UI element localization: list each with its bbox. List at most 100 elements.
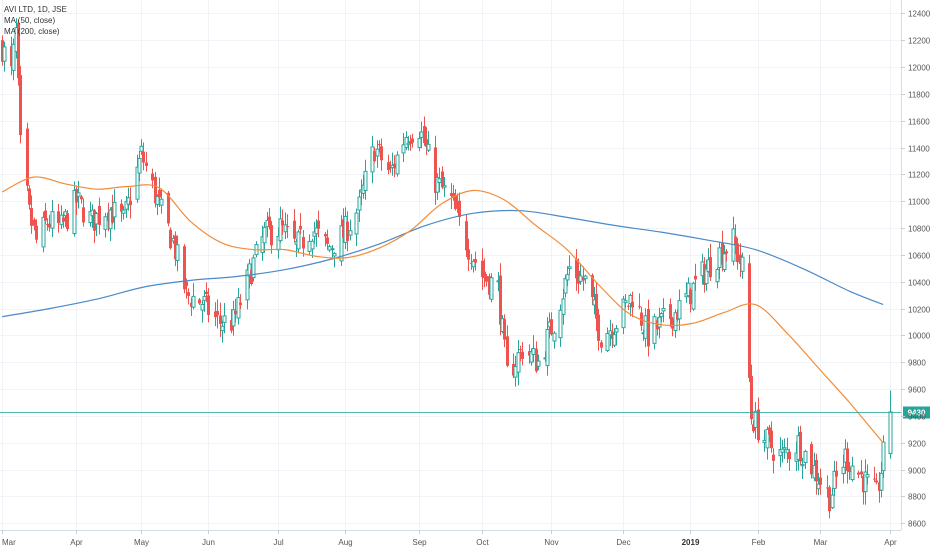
candle-body [772, 454, 775, 461]
candle-body [483, 271, 486, 279]
candle-body [167, 192, 170, 224]
candle-body [799, 431, 802, 462]
candle-body [62, 217, 65, 222]
candle-body [753, 410, 758, 428]
candle-body [158, 189, 161, 198]
candle-body [659, 313, 664, 318]
y-tick-label: 12000 [908, 64, 931, 73]
candle-body [299, 225, 302, 230]
x-tick-label: 2019 [682, 538, 700, 547]
x-tick-label: Sep [412, 538, 427, 547]
candle-body [552, 332, 557, 342]
candle-body [19, 75, 22, 136]
candle-body [200, 303, 205, 311]
candle-body [324, 234, 327, 237]
candle-body [535, 348, 538, 372]
candle-body [202, 296, 207, 301]
candle-body [423, 126, 426, 144]
candle-body [326, 237, 329, 244]
candles [1, 18, 893, 519]
candle-body [782, 447, 787, 450]
x-tick-label: Jul [273, 538, 283, 547]
y-tick-label: 12200 [908, 37, 931, 46]
y-tick-label: 9600 [908, 386, 926, 395]
y-tick-label: 10600 [908, 252, 931, 261]
candle-body [145, 162, 148, 166]
candle-body [583, 275, 588, 280]
candle-body [441, 171, 444, 188]
candle-body [819, 477, 822, 485]
candle-body [725, 251, 728, 254]
candle-body [452, 193, 455, 197]
candle-body [378, 144, 381, 146]
candle-body [627, 305, 630, 307]
candle-body [850, 465, 855, 481]
candle-body [80, 196, 83, 200]
candle-body [848, 467, 851, 473]
candle-body [409, 141, 412, 145]
candle-body [770, 430, 773, 449]
candle-body [33, 219, 36, 226]
candle-body [236, 297, 241, 319]
candle-body [332, 253, 337, 257]
candle-body [614, 328, 619, 333]
candle-body [94, 213, 99, 225]
candle-body [757, 409, 760, 441]
y-tick-label: 11000 [908, 198, 930, 207]
candle-body [489, 277, 494, 300]
y-tick-label: 9400 [908, 413, 926, 422]
ma200-line [2, 209, 884, 318]
candle-body [740, 256, 745, 272]
candle-body [137, 157, 142, 174]
y-tick-label: 11400 [908, 145, 930, 154]
candle-body [98, 205, 101, 225]
candle-body [239, 302, 242, 305]
candle-body [216, 310, 219, 316]
candle-body [873, 478, 876, 480]
candle-body [567, 266, 572, 270]
candle-body [458, 200, 461, 218]
candle-body [575, 259, 578, 279]
ma50-line [1, 176, 884, 444]
candle-body [191, 295, 196, 308]
candle-body [198, 299, 201, 304]
x-tick-label: Jun [202, 538, 215, 547]
candle-body [485, 276, 488, 282]
candle-body [830, 494, 835, 509]
candle-body [768, 427, 771, 435]
candle-body [139, 145, 144, 152]
candle-body [159, 198, 164, 206]
y-tick-label: 10800 [908, 225, 931, 234]
x-tick-label: Feb [752, 538, 766, 547]
candle-body [46, 224, 49, 226]
legend-ma50: MA (50, close) [4, 16, 56, 25]
candle-body [425, 139, 428, 147]
candle-body [50, 211, 55, 229]
x-tick-label: Dec [616, 538, 630, 547]
candle-body [219, 315, 222, 324]
candle-body [881, 441, 886, 472]
candle-body [380, 146, 383, 161]
candle-body [222, 315, 227, 323]
candle-body [387, 162, 390, 171]
candle-body [151, 173, 154, 181]
candle-body [348, 230, 353, 236]
candle-body [41, 216, 46, 248]
candle-body [220, 325, 225, 332]
candle-body [803, 450, 808, 464]
candle-body [717, 247, 722, 269]
current-price-label: 9430 [908, 409, 926, 418]
candle-body [363, 170, 368, 192]
candle-body [467, 249, 470, 260]
chart-title: AVI LTD, 1D, JSE [4, 5, 67, 14]
candle-body [474, 259, 477, 263]
candle-body [677, 300, 682, 320]
candle-body [437, 178, 442, 183]
candle-body [748, 263, 751, 378]
y-tick-label: 10400 [908, 279, 931, 288]
candle-body [875, 480, 878, 483]
candle-body [657, 316, 662, 328]
candle-body [531, 347, 536, 355]
current-price-tag [903, 406, 930, 419]
y-tick-label: 11200 [908, 171, 930, 180]
